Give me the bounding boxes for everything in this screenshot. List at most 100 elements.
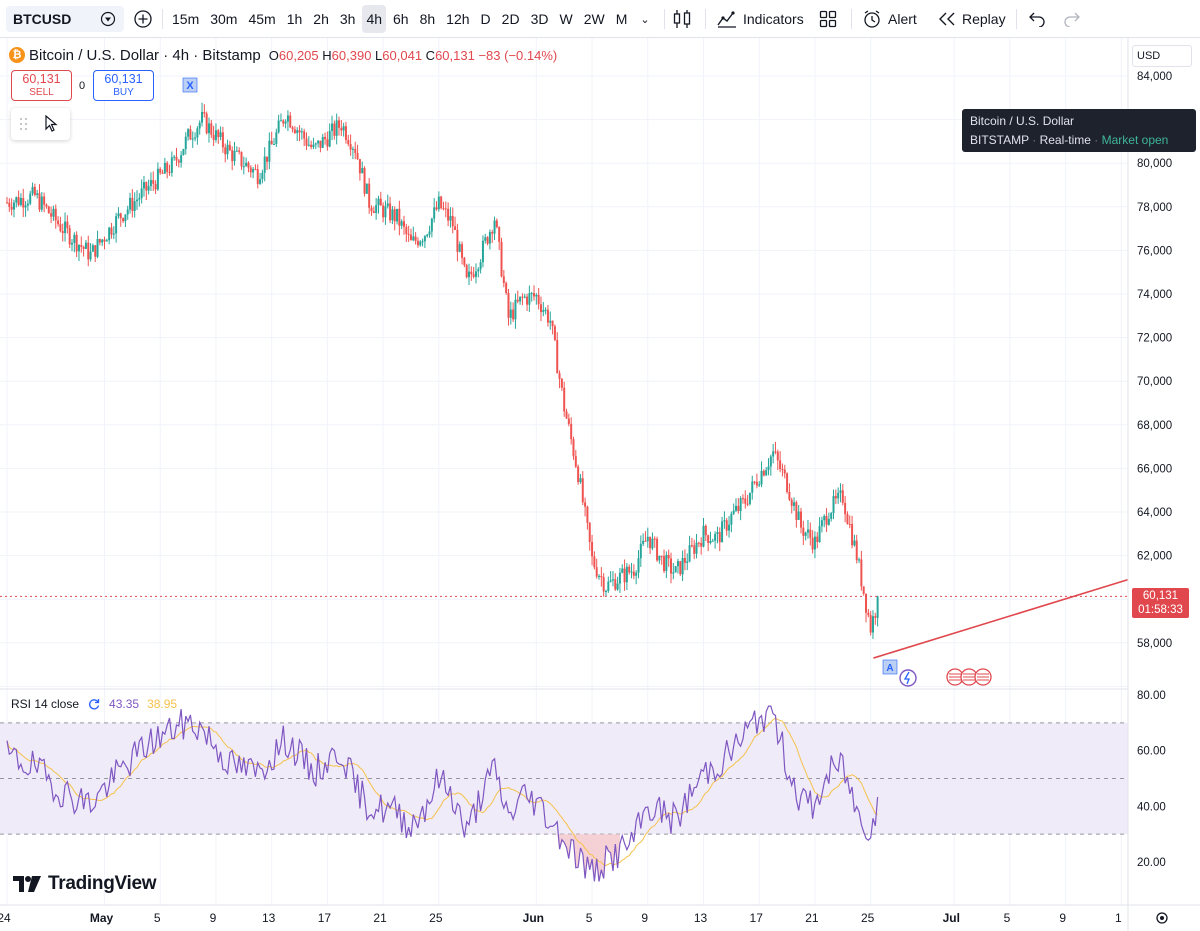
timeframe-d[interactable]: D <box>480 11 491 27</box>
price-chart[interactable]: 84,00082,00080,00078,00076,00074,00072,0… <box>0 38 1200 931</box>
timeframe-2w[interactable]: 2W <box>583 11 605 27</box>
candle-body <box>226 144 229 155</box>
timeframe-w[interactable]: W <box>559 11 573 27</box>
sell-button[interactable]: 60,131 SELL <box>11 70 72 101</box>
add-symbol-icon[interactable] <box>133 9 153 29</box>
candle-body <box>321 136 324 148</box>
symbol-menu-icon[interactable] <box>100 11 116 27</box>
candle-body <box>649 536 652 549</box>
timeframe-15m[interactable]: 15m <box>172 11 200 27</box>
timeframe-2d[interactable]: 2D <box>501 11 520 27</box>
candle-body <box>542 310 545 313</box>
undo-icon[interactable] <box>1028 11 1046 27</box>
timeframe-12h[interactable]: 12h <box>446 11 470 27</box>
tradingview-logo[interactable]: TradingView <box>13 873 157 895</box>
candle-body <box>319 140 322 148</box>
timeframe-45m[interactable]: 45m <box>248 11 276 27</box>
timeframe-3d[interactable]: 3D <box>530 11 549 27</box>
time-tick: 25 <box>429 911 443 925</box>
candle-body <box>834 495 837 499</box>
candle-body <box>351 148 354 150</box>
candle-body <box>24 205 27 208</box>
candle-body <box>57 220 60 225</box>
refresh-icon[interactable] <box>87 697 101 711</box>
candle-body <box>50 213 53 217</box>
buy-button[interactable]: 60,131 BUY <box>93 70 154 101</box>
drag-handle-icon[interactable] <box>19 117 29 131</box>
candle-body <box>249 167 252 173</box>
candle-body <box>481 240 484 263</box>
candle-body <box>421 241 424 243</box>
x-marker[interactable]: X <box>186 80 194 92</box>
bar-countdown: 01:58:33 <box>1138 604 1183 616</box>
timeframe-8h[interactable]: 8h <box>419 11 436 27</box>
candle-body <box>17 197 20 205</box>
candle-body <box>537 294 540 305</box>
candle-body <box>667 554 670 559</box>
alert-button[interactable]: Alert <box>862 0 917 38</box>
candle-body <box>405 226 408 234</box>
rsi-label[interactable]: RSI 14 close <box>11 697 80 711</box>
ideas-icon[interactable] <box>899 669 917 687</box>
timeframe-4h[interactable]: 4h <box>362 5 387 33</box>
tooltip-title: Bitcoin / U.S. Dollar <box>970 114 1075 128</box>
replay-button[interactable]: Replay <box>937 0 1006 38</box>
indicators-button[interactable]: Indicators <box>716 0 804 38</box>
candle-body <box>579 478 582 483</box>
symbol-search[interactable]: BTCUSD <box>6 6 124 32</box>
candle-body <box>372 211 375 213</box>
time-tick: 13 <box>694 911 708 925</box>
candle-body <box>331 123 334 131</box>
candle-body <box>333 123 336 136</box>
candle-body <box>530 293 533 295</box>
candle-body <box>572 439 575 457</box>
timeframe-2h[interactable]: 2h <box>313 11 329 27</box>
timeframe-more-icon[interactable]: ⌄ <box>640 13 650 26</box>
timeframe-6h[interactable]: 6h <box>393 11 409 27</box>
replay-label: Replay <box>962 11 1006 27</box>
candle-body <box>163 162 166 174</box>
candle-body <box>112 233 115 235</box>
candle-body <box>509 309 512 318</box>
price-tick: 84,000 <box>1137 71 1172 83</box>
candle-body <box>305 138 308 146</box>
cursor-icon[interactable] <box>44 115 58 133</box>
templates-icon[interactable] <box>819 10 837 28</box>
candle-body <box>860 559 863 587</box>
currency-selector[interactable]: USD <box>1132 45 1192 67</box>
us-flag-events-icon[interactable] <box>946 668 992 686</box>
rsi-band <box>0 722 1128 835</box>
candle-body <box>600 575 603 578</box>
candle-body <box>115 216 118 234</box>
chart-title[interactable]: Bitcoin / U.S. Dollar · 4h · Bitstamp <box>29 46 261 64</box>
candle-body <box>52 208 55 217</box>
timeframe-30m[interactable]: 30m <box>210 11 238 27</box>
candle-body <box>298 130 301 133</box>
tooltip-feed: Real-time <box>1039 133 1091 147</box>
candle-body <box>853 540 856 546</box>
candle-body <box>40 196 43 210</box>
candle-body <box>876 596 879 618</box>
candle-style-icon[interactable] <box>672 8 692 30</box>
candle-body <box>409 234 412 241</box>
a-marker[interactable]: A <box>886 663 893 674</box>
candle-body <box>96 239 99 257</box>
rsi-value: 43.35 <box>109 697 140 711</box>
redo-icon[interactable] <box>1063 11 1081 27</box>
candle-body <box>625 566 628 583</box>
timeframe-1h[interactable]: 1h <box>286 11 303 27</box>
candle-body <box>523 296 526 298</box>
candle-body <box>337 120 340 128</box>
timeframe-3h[interactable]: 3h <box>339 11 356 27</box>
candle-body <box>802 527 805 536</box>
candle-body <box>816 536 819 543</box>
candle-body <box>307 144 310 146</box>
candle-body <box>442 208 445 210</box>
candle-body <box>168 171 171 173</box>
timeframe-m[interactable]: M <box>615 11 628 27</box>
candle-body <box>730 513 733 525</box>
rsi-oversold-fill <box>508 834 620 882</box>
candle-body <box>514 299 517 320</box>
time-axis-settings-icon[interactable] <box>1156 912 1168 924</box>
candle-body <box>693 545 696 554</box>
